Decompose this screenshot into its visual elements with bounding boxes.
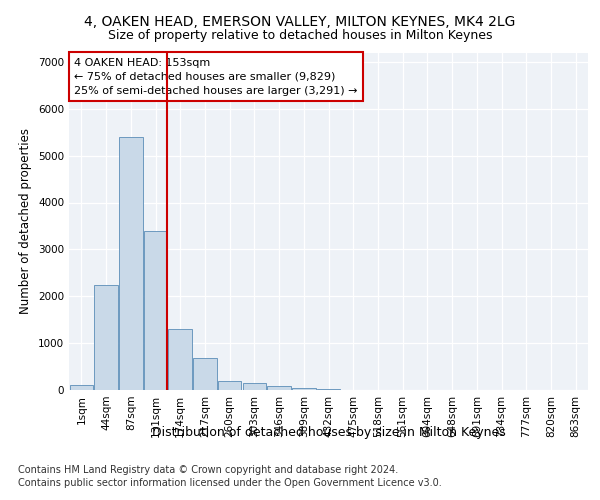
Bar: [218, 380, 241, 390]
Text: Contains public sector information licensed under the Open Government Licence v3: Contains public sector information licen…: [18, 478, 442, 488]
Text: 4, OAKEN HEAD, EMERSON VALLEY, MILTON KEYNES, MK4 2LG: 4, OAKEN HEAD, EMERSON VALLEY, MILTON KE…: [85, 15, 515, 29]
Y-axis label: Number of detached properties: Number of detached properties: [19, 128, 32, 314]
Text: Contains HM Land Registry data © Crown copyright and database right 2024.: Contains HM Land Registry data © Crown c…: [18, 465, 398, 475]
Bar: [193, 358, 217, 390]
Bar: [119, 137, 143, 390]
Bar: [317, 389, 340, 390]
Bar: [70, 386, 93, 390]
Bar: [94, 284, 118, 390]
Text: Size of property relative to detached houses in Milton Keynes: Size of property relative to detached ho…: [108, 28, 492, 42]
Text: Distribution of detached houses by size in Milton Keynes: Distribution of detached houses by size …: [152, 426, 506, 439]
Bar: [169, 329, 192, 390]
Bar: [292, 388, 316, 390]
Text: 4 OAKEN HEAD: 153sqm
← 75% of detached houses are smaller (9,829)
25% of semi-de: 4 OAKEN HEAD: 153sqm ← 75% of detached h…: [74, 58, 358, 96]
Bar: [268, 386, 291, 390]
Bar: [242, 383, 266, 390]
Bar: [144, 230, 167, 390]
